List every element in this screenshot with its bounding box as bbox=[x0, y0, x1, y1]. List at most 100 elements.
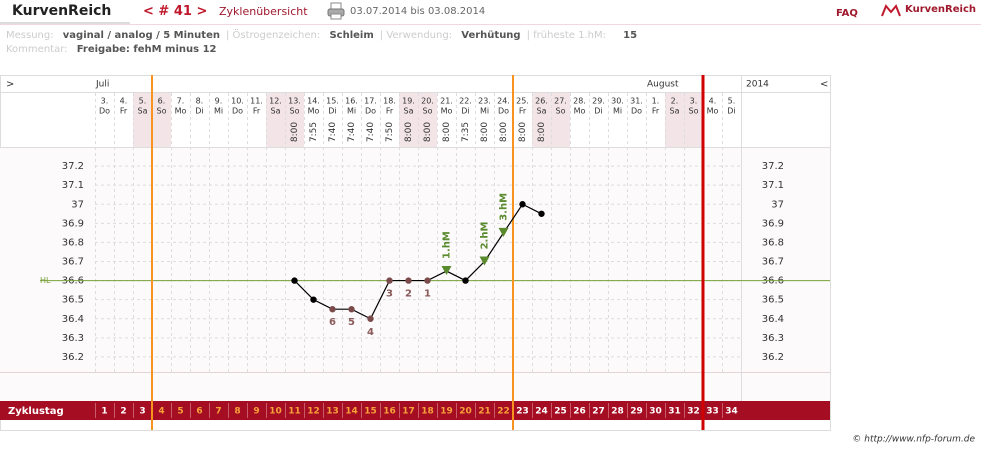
time-label: 7:50 bbox=[385, 122, 395, 142]
time-label: 7:55 bbox=[309, 122, 319, 142]
day-label: 11. bbox=[250, 97, 263, 106]
cycle-day: 4 bbox=[158, 407, 164, 417]
weekday-label: Fr bbox=[652, 107, 660, 116]
footer: © http://www.nfp-forum.de bbox=[852, 435, 975, 445]
day-label: 23. bbox=[478, 97, 491, 106]
hm-marker bbox=[441, 266, 452, 276]
day-label: 3. bbox=[101, 97, 109, 106]
weekday-label: Di bbox=[461, 107, 469, 116]
cycle-day: 11 bbox=[288, 407, 301, 417]
y-tick-label: 37.1 bbox=[762, 180, 784, 191]
weekday-label: Do bbox=[232, 107, 243, 116]
weekday-label: Mo bbox=[574, 107, 586, 116]
info-value: Schleim bbox=[329, 30, 374, 41]
time-label: 7:35 bbox=[461, 122, 471, 142]
day-label: 4. bbox=[709, 97, 717, 106]
y-tick-label: 37 bbox=[71, 199, 84, 210]
time-label: 8:00 bbox=[480, 122, 490, 142]
day-label: 30. bbox=[611, 97, 624, 106]
point-label: 2 bbox=[405, 289, 412, 300]
y-tick-label: 37.2 bbox=[62, 161, 84, 172]
comment-key: Kommentar: bbox=[6, 44, 68, 55]
weekday-label: Sa bbox=[404, 107, 414, 116]
info-value: 15 bbox=[623, 30, 638, 41]
y-tick-label: 36.4 bbox=[62, 314, 84, 325]
cycle-day: 25 bbox=[554, 407, 567, 417]
time-label: 8:00 bbox=[290, 122, 300, 142]
weekend-bg bbox=[684, 93, 703, 147]
cycle-day: 10 bbox=[269, 407, 282, 417]
day-label: 4. bbox=[120, 97, 128, 106]
cycle-day: 6 bbox=[196, 407, 202, 417]
faq[interactable]: FAQ bbox=[836, 8, 858, 19]
cycle-day: 9 bbox=[253, 407, 259, 417]
day-label: 25. bbox=[516, 97, 529, 106]
y-tick-label: 36.8 bbox=[62, 237, 84, 248]
weekday-label: So bbox=[556, 107, 566, 116]
weekday-label: Do bbox=[99, 107, 110, 116]
day-label: 24. bbox=[497, 97, 510, 106]
day-label: 8. bbox=[196, 97, 204, 106]
weekday-label: So bbox=[423, 107, 433, 116]
day-label: 10. bbox=[231, 97, 244, 106]
y-tick-label: 36.2 bbox=[62, 352, 84, 363]
month-label: August bbox=[647, 80, 679, 90]
cycle-day: 31 bbox=[668, 407, 681, 417]
cycle-day: 27 bbox=[592, 407, 605, 417]
hm-label: 2.hM bbox=[480, 222, 491, 250]
day-label: 22. bbox=[459, 97, 472, 106]
info-key: früheste 1.hM: bbox=[533, 30, 606, 41]
day-label: 6. bbox=[158, 97, 166, 106]
time-label: 7:40 bbox=[328, 122, 338, 142]
y-tick-label: 36.7 bbox=[62, 257, 84, 268]
y-tick-label: 36.5 bbox=[762, 295, 784, 306]
temp-point bbox=[367, 315, 374, 322]
plot-bg bbox=[0, 147, 830, 401]
logo: KurvenReich bbox=[905, 4, 977, 15]
cycle-day: 33 bbox=[706, 407, 719, 417]
day-label: 21. bbox=[440, 97, 453, 106]
weekday-label: Mi bbox=[613, 107, 622, 116]
cycle-day: 8 bbox=[234, 407, 240, 417]
temp-point bbox=[329, 306, 336, 313]
day-label: 16. bbox=[345, 97, 358, 106]
weekend-bg bbox=[266, 93, 285, 147]
weekend-bg bbox=[285, 93, 304, 147]
hl-label: HL bbox=[40, 276, 51, 285]
hm-label: 3.hM bbox=[499, 193, 510, 221]
year-label: 2014 bbox=[746, 80, 769, 90]
overview-link[interactable]: Zyklenübersicht bbox=[219, 5, 308, 18]
nav-right[interactable]: < bbox=[820, 79, 828, 90]
day-label: 28. bbox=[573, 97, 586, 106]
weekend-bg bbox=[418, 93, 437, 147]
y-tick-label: 36.3 bbox=[762, 333, 784, 344]
day-label: 18. bbox=[383, 97, 396, 106]
y-tick-label: 37.1 bbox=[62, 180, 84, 191]
time-label: 8:00 bbox=[404, 122, 414, 142]
nav-left[interactable]: > bbox=[6, 79, 14, 90]
cycle-day: 17 bbox=[402, 407, 415, 417]
cycle-bar bbox=[0, 401, 830, 420]
cycle-day: 20 bbox=[459, 407, 472, 417]
day-label: 3. bbox=[690, 97, 698, 106]
day-label: 5. bbox=[728, 97, 736, 106]
cycle-day: 19 bbox=[440, 407, 453, 417]
day-label: 13. bbox=[288, 97, 301, 106]
date-range: 03.07.2014 bis 03.08.2014 bbox=[350, 6, 486, 17]
y-tick-label: 36.8 bbox=[762, 237, 784, 248]
print-icon[interactable] bbox=[327, 2, 345, 20]
point-label: 5 bbox=[348, 317, 355, 328]
y-tick-label: 36.3 bbox=[62, 333, 84, 344]
time-label: 8:00 bbox=[518, 122, 528, 142]
cycle-day: 14 bbox=[345, 407, 358, 417]
y-tick-label: 36.9 bbox=[62, 218, 84, 229]
cycle-day: 1 bbox=[101, 407, 107, 417]
info-row: Messung: vaginal / analog / 5 Minuten | Ö… bbox=[6, 30, 638, 41]
day-label: 15. bbox=[326, 97, 339, 106]
weekday-label: Mo bbox=[707, 107, 719, 116]
logo-icon bbox=[881, 4, 901, 17]
temp-point bbox=[538, 210, 545, 217]
y-tick-label: 36.7 bbox=[762, 257, 784, 268]
cycle-nav[interactable]: < # 41 > bbox=[143, 4, 208, 19]
weekend-bg bbox=[665, 93, 684, 147]
